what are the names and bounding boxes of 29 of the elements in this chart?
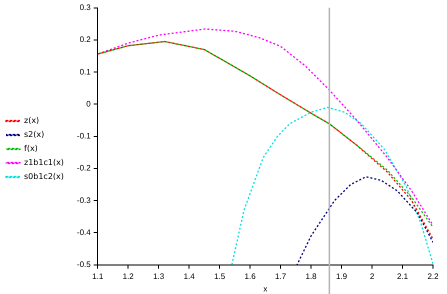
legend-label: f(x) [24,144,38,154]
y-tick-label: 0.3 [80,3,92,12]
legend-label: s0b1c2(x) [24,172,64,182]
x-tick-label: 2.2 [427,272,440,281]
x-axis-title: x [263,284,268,294]
x-tick-label: 1.1 [92,272,104,281]
legend-label: z(x) [24,116,40,126]
x-tick-label: 2 [370,272,375,281]
legend-label: z1b1c1(x) [24,158,64,168]
x-tick-label: 1.5 [214,272,226,281]
line-series [231,106,433,265]
x-tick-label: 1.3 [153,272,165,281]
x-tick-label: 2.1 [396,272,409,281]
y-tick-label: -0.4 [76,228,92,237]
x-tick-label: 1.4 [184,272,196,281]
y-tick-label: -0.3 [76,196,92,205]
x-tick-label: 1.9 [336,272,348,281]
y-tick-label: -0.1 [76,132,92,141]
line-series [296,176,433,265]
y-tick-label: 0.1 [80,67,92,76]
y-tick-label: -0.2 [76,164,92,173]
y-tick-label: -0.5 [76,260,92,270]
y-tick-label: 0 [86,99,92,108]
x-tick-label: 1.8 [306,272,318,281]
y-tick-label: 0.2 [80,35,92,44]
legend-label: s2(x) [24,130,44,140]
x-tick-label: 1.7 [275,272,287,281]
x-tick-label: 1.2 [122,272,134,281]
x-tick-label: 1.6 [244,272,256,281]
